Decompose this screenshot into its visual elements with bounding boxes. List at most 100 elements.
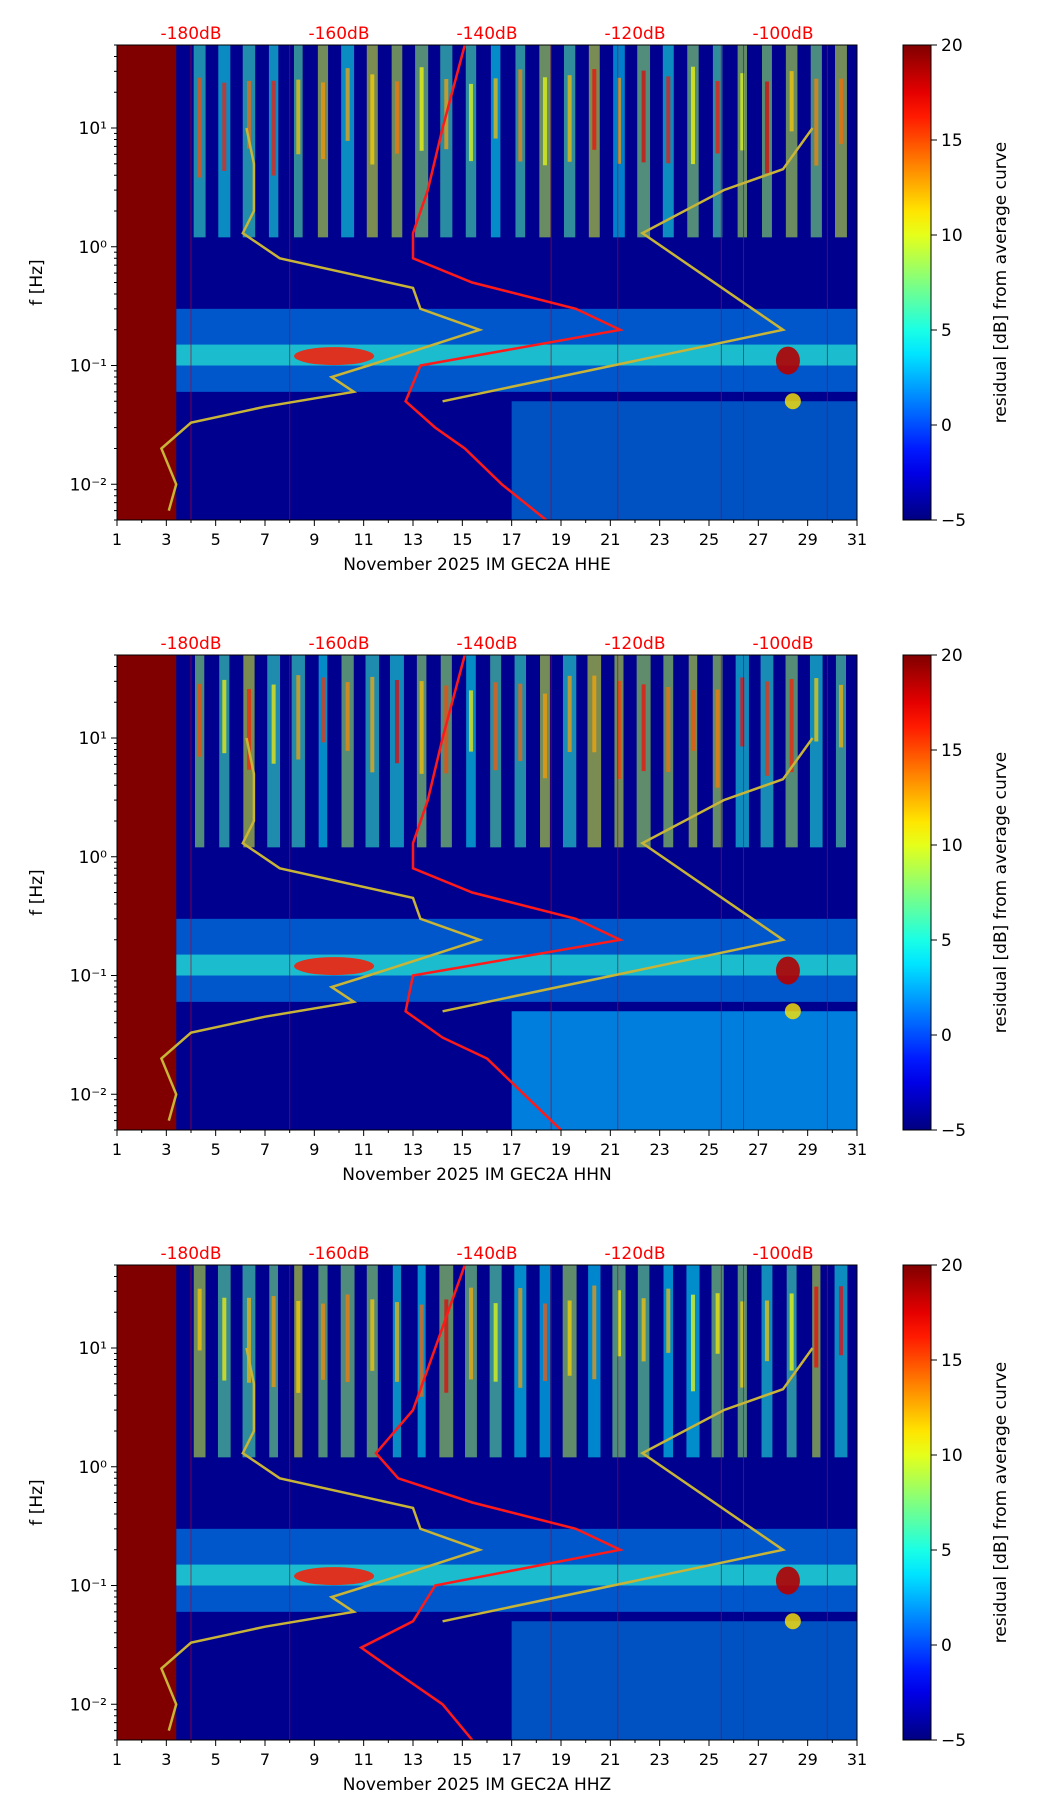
x-axis-label: November 2025 IM GEC2A HHN: [342, 1165, 612, 1185]
x-tick-label: 21: [600, 1750, 620, 1769]
x-tick-label: 23: [649, 530, 669, 549]
colorbar-tick-label: 20: [941, 36, 963, 56]
median-line: [404, 655, 625, 1130]
y-tick-label: 10¹: [79, 729, 107, 749]
daily-cultural-noise: [341, 655, 354, 848]
spectrogram-panel-3: 1 3 5 7 9 11 13 15 17 19 21 23 25 27 29 3110⁻²10⁻¹10⁰10…: [27, 1244, 1011, 1795]
daily-cultural-noise: [711, 1265, 724, 1458]
x-axis-label: November 2025 IM GEC2A HHZ: [343, 1775, 611, 1795]
daily-cultural-noise: [318, 655, 328, 848]
daily-noise-peak: [789, 1293, 794, 1371]
x-tick-label: 25: [699, 1140, 719, 1159]
daily-noise-peak: [814, 1286, 819, 1368]
model-line: [159, 127, 484, 511]
colorbar-tick-label: 5: [941, 321, 952, 341]
daily-noise-peak: [690, 66, 695, 165]
db-tick-label: -160dB: [308, 634, 369, 654]
daily-noise-peak: [493, 682, 498, 771]
daily-noise-peak: [419, 67, 424, 151]
x-tick-label: 11: [353, 1140, 373, 1159]
y-axis-label: f [Hz]: [27, 1479, 47, 1525]
colorbar-gradient: [902, 44, 932, 521]
y-tick-label: 10¹: [79, 1339, 107, 1359]
x-tick-label: 19: [551, 1750, 571, 1769]
x-tick-label: 31: [847, 530, 867, 549]
model-line: [442, 737, 814, 1013]
no-data-region: [117, 1265, 177, 1740]
colorbar-label: residual [dB] from average curve: [991, 142, 1011, 423]
daily-noise-peak: [493, 1303, 498, 1382]
x-tick-label: 9: [309, 1140, 319, 1159]
colorbar-label: residual [dB] from average curve: [991, 1362, 1011, 1643]
colorbar-tick-label: 5: [941, 931, 952, 951]
db-tick-label: -180dB: [160, 24, 221, 44]
spectrogram-panel-1: 1 3 5 7 9 11 13 15 17 19 21 23 25 27 29 3110⁻²10⁻¹10⁰10…: [27, 24, 1011, 575]
daily-noise-peak: [320, 1303, 325, 1380]
daily-noise-peak: [518, 1288, 523, 1388]
daily-noise-peak: [592, 675, 597, 753]
daily-noise-peak: [320, 677, 325, 743]
y-tick-label: 10¹: [79, 119, 107, 139]
x-tick-label: 27: [748, 1750, 768, 1769]
daily-cultural-noise: [193, 1265, 206, 1458]
x-tick-label: 13: [403, 1750, 423, 1769]
daily-cultural-noise: [810, 655, 823, 848]
db-tick-label: -120dB: [604, 634, 665, 654]
x-tick-label: 7: [260, 530, 270, 549]
daily-noise-peak: [764, 681, 769, 776]
x-tick-label: 11: [353, 1750, 373, 1769]
x-tick-label: 27: [748, 1140, 768, 1159]
x-tick-label: 31: [847, 1140, 867, 1159]
model-line: [442, 127, 814, 403]
y-tick-label: 10⁰: [79, 1458, 108, 1478]
x-tick-label: 3: [161, 1140, 171, 1159]
low-frequency-noise: [511, 1011, 857, 1130]
colorbar: 20 15 10 5 0 −5 residual [dB] from average cur…: [902, 1256, 1011, 1751]
daily-noise-peak: [542, 77, 547, 166]
storm-hotspot: [294, 1567, 375, 1586]
x-tick-label: 23: [649, 1750, 669, 1769]
db-tick-label: -140dB: [456, 634, 517, 654]
daily-noise-peak: [197, 77, 202, 178]
storm-hotspot: [775, 956, 800, 985]
storm-hotspot: [784, 393, 801, 410]
storm-hotspot: [775, 1566, 800, 1595]
daily-noise-peak: [616, 77, 621, 164]
db-tick-label: -100dB: [752, 634, 813, 654]
daily-noise-peak: [764, 81, 769, 174]
daily-noise-peak: [296, 79, 301, 155]
colorbar: 20 15 10 5 0 −5 residual [dB] from average cur…: [902, 646, 1011, 1141]
spectrogram-panel-2: 1 3 5 7 9 11 13 15 17 19 21 23 25 27 29 3110⁻²10⁻¹10⁰10…: [27, 634, 1011, 1185]
microseism-peak: [176, 954, 857, 976]
x-tick-label: 5: [211, 1750, 221, 1769]
median-line: [404, 45, 625, 520]
daily-noise-peak: [493, 78, 498, 139]
daily-noise-peak: [567, 675, 572, 752]
colorbar-tick-label: −5: [941, 1121, 966, 1141]
plot-area: [117, 655, 857, 1130]
daily-noise-peak: [394, 679, 399, 764]
daily-noise-peak: [468, 1287, 473, 1380]
daily-noise-peak: [394, 1302, 399, 1382]
x-tick-label: 29: [797, 1750, 817, 1769]
colorbar-tick-label: 10: [941, 226, 963, 246]
daily-noise-peak: [789, 678, 794, 773]
daily-noise-peak: [271, 1296, 276, 1388]
x-axis-label: November 2025 IM GEC2A HHE: [343, 555, 611, 575]
daily-noise-peak: [222, 1297, 227, 1381]
y-tick-label: 10⁻¹: [70, 967, 107, 987]
microseism-peak: [176, 1564, 857, 1586]
colorbar-tick-label: 15: [941, 131, 963, 151]
colorbar-tick-label: −5: [941, 511, 966, 531]
daily-noise-peak: [345, 1294, 350, 1382]
daily-cultural-noise: [834, 1265, 848, 1458]
daily-noise-peak: [690, 689, 695, 751]
colorbar-label: residual [dB] from average curve: [991, 752, 1011, 1033]
storm-hotspot: [784, 1613, 801, 1630]
daily-cultural-noise: [663, 1265, 674, 1458]
y-axis-label: f [Hz]: [27, 869, 47, 915]
colorbar-tick-label: 0: [941, 1636, 952, 1656]
colorbar-tick-label: 0: [941, 1026, 952, 1046]
storm-hotspot: [294, 347, 375, 366]
daily-noise-peak: [345, 68, 350, 141]
